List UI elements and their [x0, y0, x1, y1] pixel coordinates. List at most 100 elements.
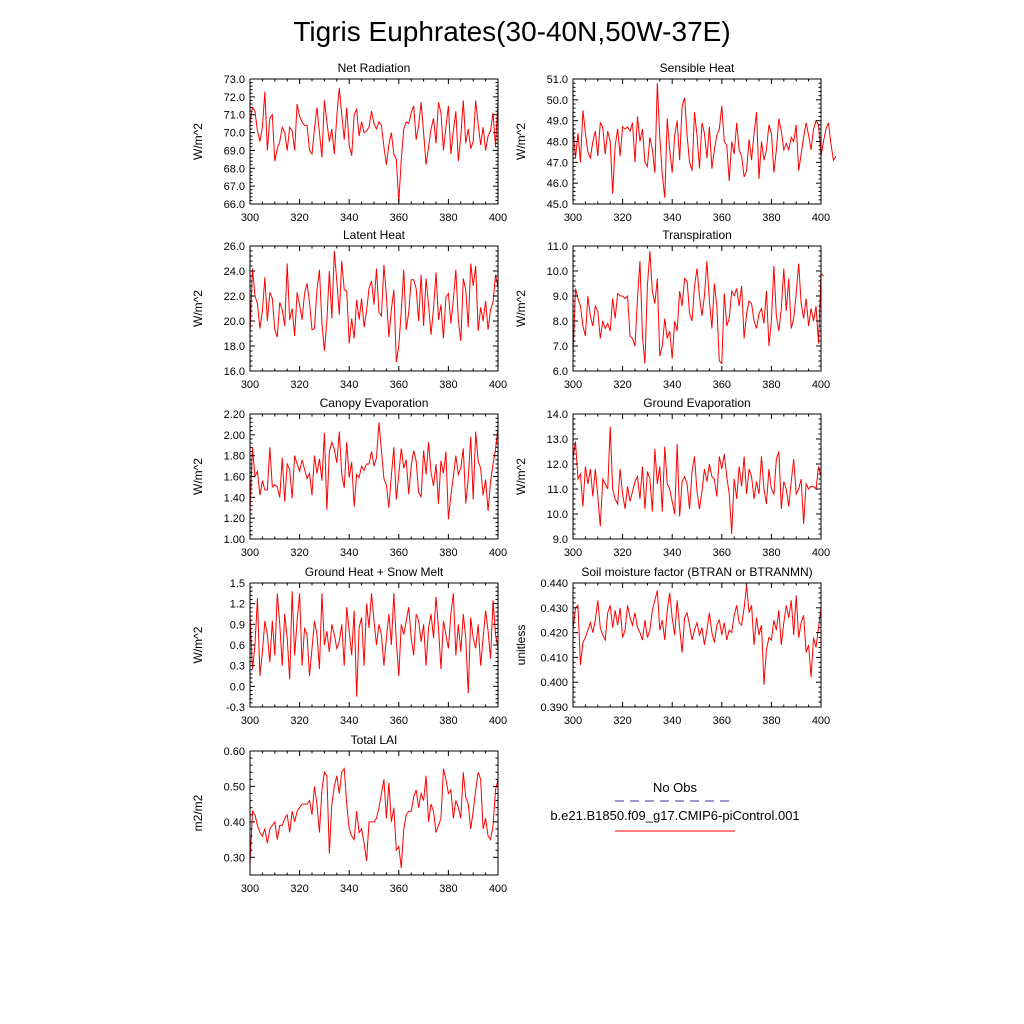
- x-tick-label: 380: [762, 715, 780, 727]
- x-tick-label: 400: [812, 379, 830, 391]
- x-tick-label: 320: [613, 212, 631, 224]
- y-axis-label: W/m^2: [514, 123, 528, 160]
- y-tick-label: 0.390: [540, 702, 568, 714]
- legend: No Obs b.e21.B1850.f09_g17.CMIP6-piContr…: [550, 780, 800, 832]
- y-tick-label: 46.0: [547, 178, 568, 190]
- panel-title: Ground Heat + Snow Melt: [305, 565, 444, 579]
- y-tick-label: 1.2: [230, 599, 245, 611]
- y-tick-label: 7.0: [553, 341, 568, 353]
- y-axis-label: unitless: [514, 625, 528, 666]
- y-axis-label: W/m^2: [191, 626, 205, 663]
- y-axis-label: W/m^2: [191, 123, 205, 160]
- y-tick-label: 0.400: [540, 677, 568, 689]
- panel-5: 300 320 340 360 380 400 1.00 1.20 1.40 1.60 1.80 2.…: [191, 396, 507, 559]
- x-tick-label: 340: [663, 715, 681, 727]
- panel-title: Sensible Heat: [660, 61, 735, 75]
- y-tick-label: 0.50: [224, 781, 245, 793]
- y-tick-label: 50.0: [547, 95, 568, 107]
- series-line: [249, 250, 499, 363]
- x-tick-label: 340: [663, 379, 681, 391]
- y-tick-label: 0.9: [230, 619, 245, 631]
- panel-4: 300 320 340 360 380 400 6.0 7.0 8.0 9.0 10.0 11.0 Tr…: [514, 228, 830, 391]
- y-tick-label: 20.0: [224, 316, 245, 328]
- x-tick-label: 380: [439, 883, 457, 895]
- y-tick-label: 0.60: [224, 746, 245, 758]
- series-line: [249, 591, 499, 697]
- x-tick-label: 320: [290, 212, 308, 224]
- y-tick-label: 1.80: [224, 451, 245, 463]
- series-line: [249, 87, 499, 203]
- x-tick-label: 300: [241, 212, 259, 224]
- x-tick-label: 360: [390, 379, 408, 391]
- y-tick-label: 14.0: [547, 409, 568, 421]
- x-tick-label: 300: [564, 379, 582, 391]
- panel-7: 300 320 340 360 380 400 -0.3 0.0 0.3 0.6 0.9 1.2 1.5…: [191, 565, 507, 727]
- panel-title: Canopy Evaporation: [320, 396, 429, 410]
- x-tick-label: 380: [439, 715, 457, 727]
- x-tick-label: 340: [340, 883, 358, 895]
- x-tick-label: 320: [613, 379, 631, 391]
- y-tick-label: 0.3: [230, 661, 245, 673]
- y-tick-label: 1.40: [224, 492, 245, 504]
- y-tick-label: 24.0: [224, 266, 245, 278]
- y-tick-label: 51.0: [547, 74, 568, 86]
- y-axis-label: W/m^2: [514, 290, 528, 327]
- y-tick-label: 73.0: [224, 74, 245, 86]
- x-tick-label: 340: [340, 212, 358, 224]
- y-tick-label: 11.0: [547, 484, 568, 496]
- series-line: [249, 767, 499, 868]
- x-tick-label: 360: [390, 212, 408, 224]
- y-tick-label: 1.60: [224, 472, 245, 484]
- y-tick-label: 70.0: [224, 128, 245, 140]
- y-axis-label: W/m^2: [514, 458, 528, 495]
- panel-title: Net Radiation: [338, 61, 411, 75]
- x-tick-label: 320: [290, 883, 308, 895]
- panel-9: 300 320 340 360 380 400 0.30 0.40 0.50 0.60 Total …: [191, 733, 507, 895]
- x-tick-label: 300: [241, 883, 259, 895]
- x-tick-label: 380: [439, 212, 457, 224]
- panel-title: Soil moisture factor (BTRAN or BTRANMN): [581, 565, 812, 579]
- x-tick-label: 380: [762, 212, 780, 224]
- y-axis-label: W/m^2: [191, 290, 205, 327]
- x-tick-label: 400: [489, 212, 507, 224]
- series-line: [249, 422, 499, 520]
- y-tick-label: 0.420: [540, 628, 568, 640]
- y-axis-label: W/m^2: [191, 458, 205, 495]
- panel-title: Ground Evaporation: [643, 396, 750, 410]
- y-tick-label: 0.430: [540, 603, 568, 615]
- x-tick-label: 300: [564, 715, 582, 727]
- y-axis-label: m2/m2: [191, 794, 205, 831]
- x-tick-label: 320: [290, 547, 308, 559]
- x-tick-label: 380: [762, 547, 780, 559]
- series-line: [572, 426, 822, 535]
- y-tick-label: 0.40: [224, 817, 245, 829]
- x-tick-label: 380: [439, 379, 457, 391]
- x-tick-label: 340: [340, 379, 358, 391]
- y-tick-label: -0.3: [226, 702, 245, 714]
- x-tick-label: 380: [762, 379, 780, 391]
- y-tick-label: 9.0: [553, 534, 568, 546]
- x-tick-label: 340: [340, 715, 358, 727]
- y-tick-label: 47.0: [547, 157, 568, 169]
- x-tick-label: 300: [241, 379, 259, 391]
- y-tick-label: 1.20: [224, 513, 245, 525]
- main-title: Tigris Euphrates(30-40N,50W-37E): [293, 16, 730, 47]
- x-tick-label: 300: [564, 547, 582, 559]
- x-tick-label: 360: [390, 547, 408, 559]
- x-tick-label: 360: [713, 212, 731, 224]
- legend-obs-label: No Obs: [653, 780, 698, 795]
- x-tick-label: 360: [713, 379, 731, 391]
- x-tick-label: 300: [564, 212, 582, 224]
- y-tick-label: 0.0: [230, 681, 245, 693]
- x-tick-label: 400: [489, 883, 507, 895]
- y-tick-label: 26.0: [224, 241, 245, 253]
- x-tick-label: 360: [713, 547, 731, 559]
- x-tick-label: 380: [439, 547, 457, 559]
- x-tick-label: 340: [663, 212, 681, 224]
- x-tick-label: 320: [290, 379, 308, 391]
- x-tick-label: 400: [812, 212, 830, 224]
- x-tick-label: 360: [390, 715, 408, 727]
- y-tick-label: 8.0: [553, 316, 568, 328]
